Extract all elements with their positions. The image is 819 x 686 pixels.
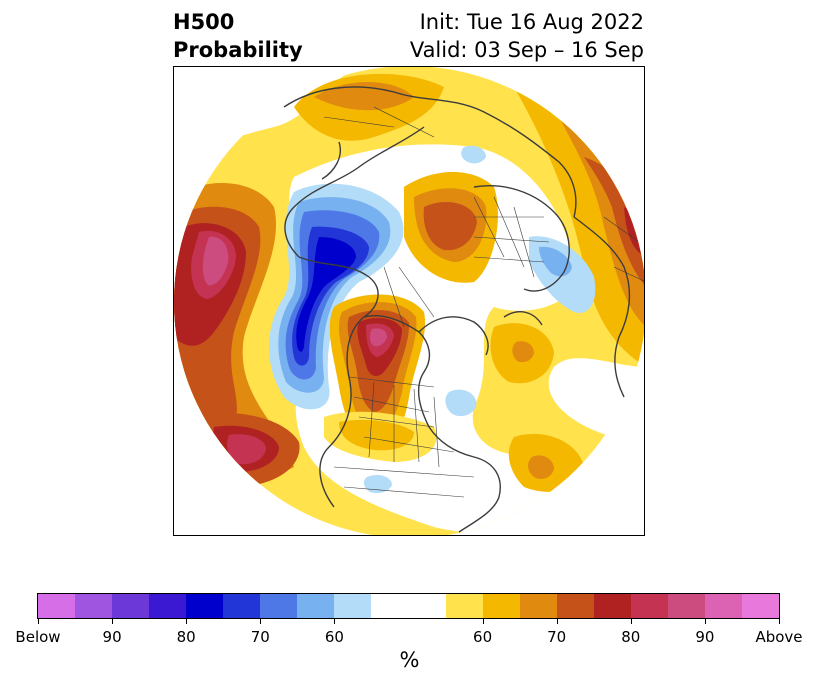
title-product: Probability xyxy=(173,38,303,62)
colorbar-tick-mark xyxy=(556,619,558,624)
colorbar-ticks: Below 90 80 70 60 60 70 80 90 Above xyxy=(0,619,819,649)
colorbar-segment xyxy=(519,594,557,618)
valid-range: Valid: 03 Sep – 16 Sep xyxy=(409,38,644,62)
above-region-hudson-pink xyxy=(369,328,387,347)
colorbar-tick-mark xyxy=(704,619,706,624)
title-variable: H500 xyxy=(173,10,235,34)
colorbar-segment xyxy=(667,594,705,618)
colorbar-tick-label: 70 xyxy=(250,628,270,646)
colorbar-tick-mark xyxy=(38,619,39,624)
above-region-sw-pacific-rose xyxy=(227,434,266,465)
below-region-gulf xyxy=(363,474,392,494)
colorbar-tick-mark xyxy=(112,619,114,624)
colorbar-tick-mark xyxy=(779,619,780,624)
colorbar-segment xyxy=(630,594,668,618)
map-frame xyxy=(173,66,645,536)
colorbar-tick-mark xyxy=(630,619,632,624)
colorbar-tick-label: 60 xyxy=(324,628,344,646)
colorbar-tick-label: 90 xyxy=(102,628,122,646)
colorbar-tick-label: Below xyxy=(15,628,61,646)
below-region-scandinavia-2 xyxy=(539,246,572,277)
colorbar-segment xyxy=(741,594,779,618)
below-region-arctic xyxy=(461,145,486,164)
colorbar-segment xyxy=(704,594,742,618)
colorbar xyxy=(37,593,780,619)
colorbar-tick-label: 90 xyxy=(695,628,715,646)
above-region-pacific-pink xyxy=(202,236,229,286)
above-region-atlantic-core xyxy=(512,341,534,363)
colorbar-segment xyxy=(445,594,483,618)
above-region-us-gold xyxy=(339,419,414,451)
colorbar-tick-mark xyxy=(186,619,188,624)
colorbar-segment xyxy=(149,594,187,618)
colorbar-tick-label: 70 xyxy=(547,628,567,646)
above-region-se-atlantic-core xyxy=(528,455,554,479)
colorbar-unit-label: % xyxy=(399,648,420,672)
colorbar-segment xyxy=(297,594,335,618)
colorbar-segment xyxy=(223,594,261,618)
colorbar-tick-mark xyxy=(260,619,262,624)
colorbar-segment xyxy=(75,594,113,618)
colorbar-tick-label: 80 xyxy=(621,628,641,646)
colorbar-tick-label: 80 xyxy=(176,628,196,646)
chart-title-left: H500 Probability xyxy=(173,8,303,64)
above-region-east-rust xyxy=(584,157,644,287)
probability-map xyxy=(174,67,644,535)
colorbar-segment xyxy=(260,594,298,618)
above-region-europe-core xyxy=(314,82,414,111)
colorbar-segment xyxy=(38,594,76,618)
colorbar-tick-label: 60 xyxy=(473,628,493,646)
below-region-greenland xyxy=(445,389,477,417)
colorbar-segment xyxy=(371,594,446,618)
colorbar-tick-label: Above xyxy=(755,628,803,646)
init-date: Init: Tue 16 Aug 2022 xyxy=(419,10,644,34)
colorbar-segment xyxy=(482,594,520,618)
colorbar-segment xyxy=(556,594,594,618)
probability-field xyxy=(174,67,644,535)
chart-title-right: Init: Tue 16 Aug 2022 Valid: 03 Sep – 16… xyxy=(410,8,644,64)
colorbar-segment xyxy=(593,594,631,618)
coastlines xyxy=(283,86,631,533)
above-region-siberia-core xyxy=(423,202,477,251)
colorbar-segment xyxy=(334,594,372,618)
colorbar-tick-mark xyxy=(482,619,484,624)
colorbar-segment xyxy=(112,594,150,618)
colorbar-tick-mark xyxy=(334,619,336,624)
colorbar-segment xyxy=(186,594,224,618)
